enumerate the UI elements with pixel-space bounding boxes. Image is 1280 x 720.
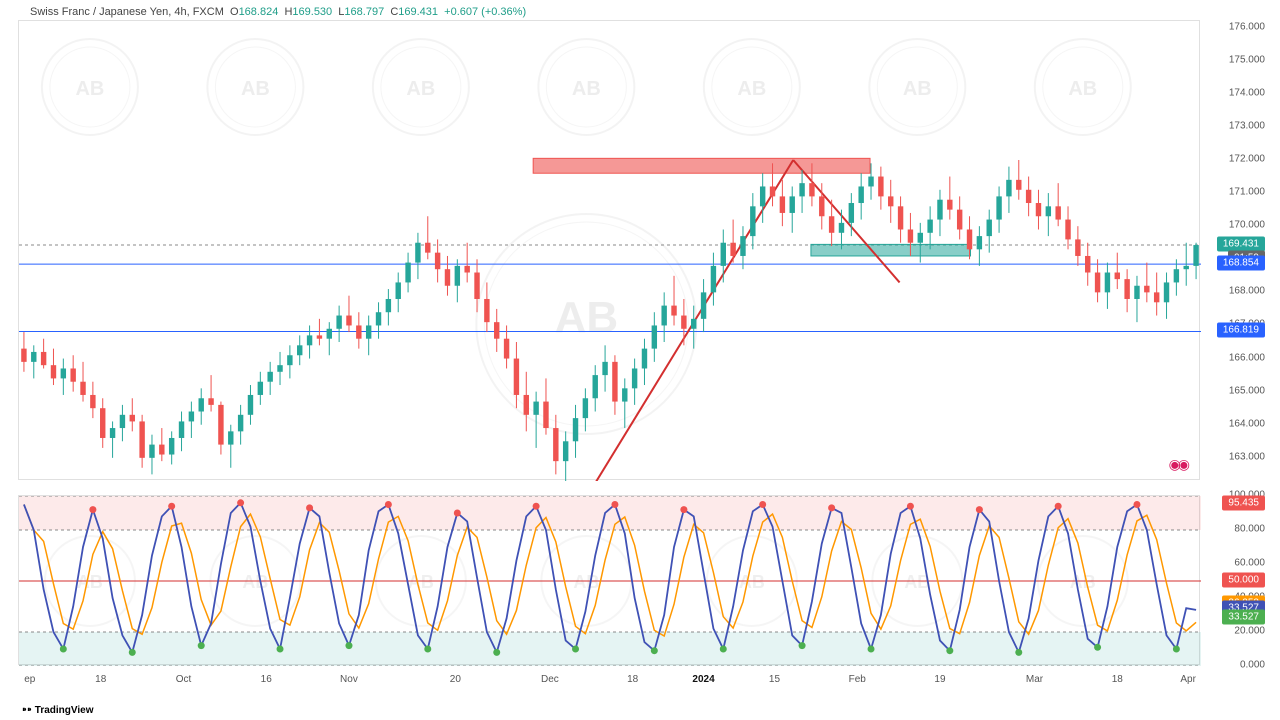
price-ytick: 166.000 <box>1229 352 1265 363</box>
time-xtick: 18 <box>1112 674 1123 685</box>
time-xtick: Mar <box>1026 674 1043 685</box>
indicator-ytick: 0.000 <box>1240 660 1265 671</box>
svg-text:AB: AB <box>1070 572 1096 592</box>
time-xtick: Nov <box>340 674 358 685</box>
svg-text:AB: AB <box>75 78 104 100</box>
ohlc-l: 168.797 <box>344 6 384 18</box>
price-label: 166.819 <box>1217 323 1265 338</box>
time-xtick: 2024 <box>692 674 714 685</box>
price-ytick: 171.000 <box>1229 187 1265 198</box>
chart-header: Swiss Franc / Japanese Yen, 4h, FXCM O16… <box>30 6 526 18</box>
time-xtick: Feb <box>849 674 866 685</box>
price-ytick: 163.000 <box>1229 451 1265 462</box>
svg-text:AB: AB <box>241 78 270 100</box>
time-xtick: 15 <box>769 674 780 685</box>
price-ytick: 174.000 <box>1229 87 1265 98</box>
indicator-svg: ABABABABABABAB <box>19 496 1201 666</box>
time-xtick: 19 <box>934 674 945 685</box>
main-price-chart[interactable]: AB AB AB AB AB AB AB AB ◉◉ <box>18 20 1200 480</box>
price-label: 169.431 <box>1217 237 1265 252</box>
svg-text:AB: AB <box>573 572 599 592</box>
symbol-name: Swiss Franc / Japanese Yen <box>30 6 168 18</box>
exchange: FXCM <box>193 6 224 18</box>
indicator-label: 50.000 <box>1222 573 1265 588</box>
replay-icon[interactable]: ◉◉ <box>1169 456 1187 473</box>
price-ytick: 164.000 <box>1229 418 1265 429</box>
interval: 4h <box>174 6 186 18</box>
candlestick-svg: AB AB AB AB AB AB AB AB <box>19 21 1201 481</box>
ohlc-h: 169.530 <box>292 6 332 18</box>
time-xtick: ep <box>24 674 35 685</box>
price-label: 168.854 <box>1217 256 1265 271</box>
time-xtick: 16 <box>261 674 272 685</box>
svg-text:AB: AB <box>408 572 434 592</box>
svg-text:AB: AB <box>572 78 601 100</box>
indicator-ytick: 60.000 <box>1234 558 1265 569</box>
price-ytick: 176.000 <box>1229 21 1265 32</box>
indicator-label: 95.435 <box>1222 495 1265 510</box>
svg-text:AB: AB <box>242 572 268 592</box>
svg-text:AB: AB <box>555 293 619 342</box>
svg-text:AB: AB <box>77 572 103 592</box>
indicator-ytick: 80.000 <box>1234 524 1265 535</box>
indicator-ytick: 20.000 <box>1234 626 1265 637</box>
svg-text:AB: AB <box>1068 78 1097 100</box>
indicator-yaxis[interactable]: 0.00020.00040.00060.00080.000100.00095.4… <box>1205 495 1265 665</box>
price-ytick: 165.000 <box>1229 385 1265 396</box>
time-xaxis[interactable]: ep 18 Oct 16 Nov 20 Dec 18 2024 15 Feb 19 Mar 18 Apr <box>18 670 1200 690</box>
tradingview-attribution: ⁍⁍ TradingView <box>22 705 94 716</box>
time-xtick: Dec <box>541 674 559 685</box>
stochastic-indicator[interactable]: ABABABABABABAB <box>18 495 1200 665</box>
svg-text:AB: AB <box>737 78 766 100</box>
indicator-label: 33.527 <box>1222 610 1265 625</box>
price-yaxis[interactable]: 163.000164.000165.000166.000167.000168.0… <box>1205 20 1265 480</box>
price-ytick: 172.000 <box>1229 153 1265 164</box>
svg-text:AB: AB <box>739 572 765 592</box>
svg-text:AB: AB <box>406 78 435 100</box>
time-xtick: 18 <box>627 674 638 685</box>
time-xtick: Oct <box>176 674 192 685</box>
svg-text:AB: AB <box>903 78 932 100</box>
ohlc-change: +0.607 (+0.36%) <box>444 6 526 18</box>
time-xtick: Apr <box>1180 674 1196 685</box>
price-ytick: 168.000 <box>1229 286 1265 297</box>
price-ytick: 170.000 <box>1229 220 1265 231</box>
price-ytick: 173.000 <box>1229 120 1265 131</box>
ohlc-c: 169.431 <box>398 6 438 18</box>
time-xtick: 20 <box>450 674 461 685</box>
time-xtick: 18 <box>95 674 106 685</box>
ohlc-o: 168.824 <box>239 6 279 18</box>
price-ytick: 175.000 <box>1229 54 1265 65</box>
